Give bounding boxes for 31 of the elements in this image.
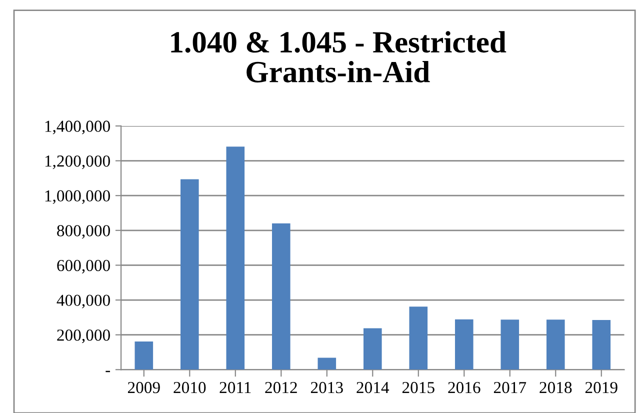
x-tick-label: 2016 xyxy=(448,382,480,394)
x-tick-label: 2009 xyxy=(128,382,160,394)
bar xyxy=(226,146,245,370)
bar xyxy=(592,320,611,370)
x-tick-label: 2013 xyxy=(310,382,343,394)
x-tick-label: 2010 xyxy=(174,382,206,394)
bar xyxy=(409,306,428,370)
chart-title: 1.040 & 1.045 - Restricted Grants-in-Aid xyxy=(171,31,506,82)
x-tick-label: 2017 xyxy=(494,382,526,394)
x-tick-label: 2011 xyxy=(220,382,251,394)
y-tick-label: 200,000 xyxy=(57,330,110,344)
y-tick-label: 600,000 xyxy=(57,260,110,274)
x-tick-label: 2012 xyxy=(265,382,297,394)
y-tick-label: 400,000 xyxy=(56,294,110,308)
y-tick-label: 800,000 xyxy=(57,225,110,239)
bar xyxy=(272,223,290,370)
y-tick-label: 1,200,000 xyxy=(45,155,110,170)
y-tick-label: - xyxy=(106,370,110,372)
bar xyxy=(180,179,199,370)
bar xyxy=(318,358,336,370)
x-tick-label: 2014 xyxy=(356,382,390,394)
bar xyxy=(454,319,474,370)
bar xyxy=(363,328,382,370)
bar xyxy=(546,320,565,370)
y-tick-label: 1,000,000 xyxy=(45,190,110,204)
x-tick-label: 2018 xyxy=(540,382,572,394)
x-tick-label: 2019 xyxy=(585,382,618,394)
y-tick-label: 1,400,000 xyxy=(45,120,110,134)
bar xyxy=(134,341,154,370)
bar xyxy=(500,320,520,370)
x-tick-label: 2015 xyxy=(402,382,434,394)
